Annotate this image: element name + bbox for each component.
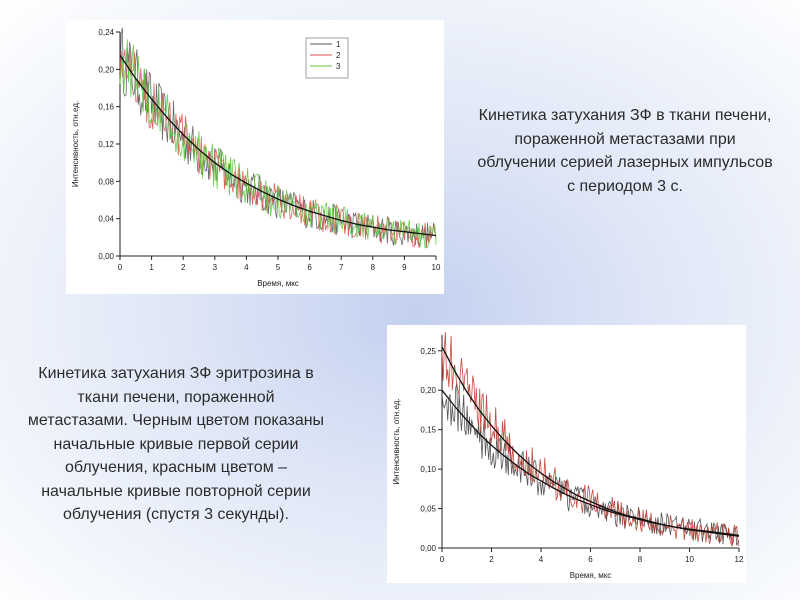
series-a-line-3 [119,39,437,249]
x-tick-label: 9 [402,263,407,272]
fit-curve-b-1 [441,389,740,537]
decay-chart-top: 0 1 2 3 4 5 6 7 8 9 10 0,00 0,04 0,08 0,12 0,16 0,20 0,24… [71,27,441,288]
y-tick-label: 0,04 [98,215,114,224]
y-tick-label: 0,20 [420,386,436,395]
chart-panel-top: 0 1 2 3 4 5 6 7 8 9 10 0,00 0,04 0,08 0,12 0,16 0,20 0,24… [66,20,444,294]
x-tick-label: 8 [371,263,376,272]
x-axis-label: Время, мкс [257,279,299,288]
caption-top: Кинетика затухания ЗФ в ткани печени, по… [477,107,773,195]
y-tick-label: 0,00 [420,544,436,553]
x-tick-label: 0 [440,555,445,564]
legend-label-1: 1 [336,40,341,49]
y-tick-label: 0,25 [420,347,436,356]
y-tick-label: 0,20 [98,65,114,74]
x-tick-label: 1 [149,263,154,272]
series-a-line-1 [119,27,437,248]
y-tick-label: 0,16 [98,103,114,112]
fit-curve-a-1 [119,54,437,237]
x-tick-label: 8 [638,555,643,564]
x-tick-label: 12 [735,555,744,564]
legend-label-2: 2 [336,51,341,60]
x-tick-label: 2 [489,555,494,564]
y-tick-label: 0,05 [420,505,436,514]
x-tick-label: 2 [181,263,186,272]
y-tick-label: 0,08 [98,177,114,186]
series-b-line-2 [441,332,740,547]
x-axis-label: Время, мкс [570,571,612,580]
caption-bottom: Кинетика затухания ЗФ эритрозина в ткани… [27,365,325,523]
x-tick-label: 7 [339,263,344,272]
y-tick-label: 0,12 [98,140,114,149]
x-tick-label: 10 [432,263,441,272]
series-b-line-1 [441,383,740,547]
y-axis-label: Интенсивность, отн.ед. [392,398,401,484]
x-tick-label: 5 [276,263,281,272]
x-tick-label: 4 [539,555,544,564]
x-tick-label: 6 [307,263,312,272]
chart-panel-bottom: 0 2 4 6 8 10 12 0,00 0,05 0,10 0,15 0,20 0,25 Время, … [387,325,746,583]
y-axis-label: Интенсивность, отн.ед. [71,101,80,187]
legend-label-3: 3 [336,62,341,71]
x-tick-label: 3 [213,263,218,272]
decay-chart-bottom: 0 2 4 6 8 10 12 0,00 0,05 0,10 0,15 0,20 0,25 Время, … [392,332,744,580]
y-tick-label: 0,00 [98,252,114,261]
x-tick-label: 0 [118,263,123,272]
y-tick-label: 0,10 [420,465,436,474]
y-tick-label: 0,24 [98,28,114,37]
x-tick-label: 6 [588,555,593,564]
fit-curve-b-2 [441,346,740,537]
legend-box [305,37,349,79]
x-tick-label: 4 [244,263,249,272]
y-tick-label: 0,15 [420,426,436,435]
x-tick-label: 10 [685,555,694,564]
